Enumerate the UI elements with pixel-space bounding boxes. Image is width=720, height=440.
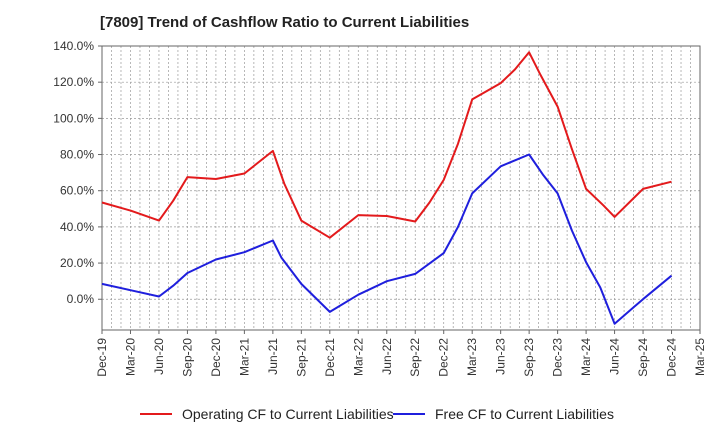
x-tick-label: Sep-23: [522, 338, 536, 377]
y-tick-label: 120.0%: [53, 75, 94, 89]
series-lines: [101, 51, 673, 325]
x-tick-label: Dec-21: [323, 338, 337, 377]
x-tick-label: Mar-22: [351, 338, 365, 376]
y-tick-label: 140.0%: [53, 39, 94, 53]
x-tick-label: Jun-21: [266, 338, 280, 375]
y-tick-label: 100.0%: [53, 111, 94, 125]
legend: Operating CF to Current Liabilities Free …: [140, 406, 614, 422]
x-tick-label: Mar-25: [693, 338, 707, 376]
y-tick-label: 20.0%: [60, 256, 94, 270]
y-tick-label: 60.0%: [60, 184, 94, 198]
x-tick-label: Sep-20: [180, 338, 194, 377]
y-tick-label: 40.0%: [60, 220, 94, 234]
x-tick-label: Dec-19: [95, 338, 109, 377]
x-tick-label: Dec-20: [209, 338, 223, 377]
legend-label: Operating CF to Current Liabilities: [182, 406, 394, 422]
x-tick-label: Jun-20: [152, 338, 166, 375]
x-tick-label: Mar-20: [123, 338, 137, 376]
chart-title: [7809] Trend of Cashflow Ratio to Curren…: [100, 14, 470, 31]
legend-item: Operating CF to Current Liabilities: [140, 406, 394, 422]
y-tick-label: 80.0%: [60, 148, 94, 162]
x-tick-label: Sep-21: [294, 338, 308, 377]
legend-label: Free CF to Current Liabilities: [435, 406, 614, 422]
y-tick-label: 0.0%: [67, 292, 95, 306]
y-axis: 0.0% 20.0% 40.0% 60.0% 80.0% 100.0% 120.0% 140.…: [53, 39, 102, 306]
x-tick-label: Jun-24: [608, 338, 622, 375]
x-tick-label: Dec-23: [551, 338, 565, 377]
x-tick-label: Dec-24: [665, 338, 679, 377]
x-tick-label: Mar-21: [237, 338, 251, 376]
x-tick-label: Sep-22: [408, 338, 422, 377]
x-tick-label: Jun-22: [380, 338, 394, 375]
x-tick-label: Mar-23: [465, 338, 479, 376]
legend-item: Free CF to Current Liabilities: [393, 406, 614, 422]
plot-area: [101, 45, 701, 331]
x-axis: Dec-19 Mar-20 Jun-20 Sep-20 Dec-20 Mar-21 Jun-…: [95, 330, 707, 377]
x-tick-label: Sep-24: [636, 338, 650, 377]
grid: [102, 45, 700, 330]
series-line-operating-cf: [101, 51, 672, 239]
x-tick-label: Dec-22: [437, 338, 451, 377]
x-tick-label: Jun-23: [494, 338, 508, 375]
series-line-free-cf: [101, 153, 673, 325]
x-tick-label: Mar-24: [579, 338, 593, 376]
